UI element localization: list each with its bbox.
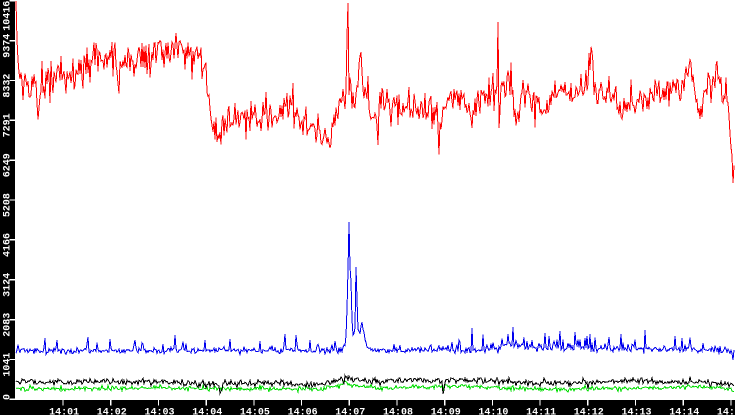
svg-text:14:06: 14:06: [288, 407, 318, 415]
svg-text:5208: 5208: [2, 193, 13, 217]
svg-text:14:01: 14:01: [49, 407, 79, 415]
svg-text:14:05: 14:05: [240, 407, 270, 415]
svg-text:14:14: 14:14: [669, 407, 699, 415]
svg-text:14:12: 14:12: [574, 407, 604, 415]
svg-text:14:07: 14:07: [335, 407, 365, 415]
svg-text:14:02: 14:02: [97, 407, 127, 415]
svg-text:14:04: 14:04: [192, 407, 222, 415]
svg-text:6249: 6249: [2, 153, 13, 177]
svg-text:14:11: 14:11: [526, 407, 556, 415]
svg-text:14:09: 14:09: [431, 407, 461, 415]
svg-text:10416: 10416: [2, 1, 13, 31]
svg-text:0: 0: [2, 394, 13, 400]
svg-text:8332: 8332: [2, 74, 13, 98]
svg-text:2083: 2083: [2, 313, 13, 337]
svg-text:1041: 1041: [2, 353, 13, 377]
svg-text:4166: 4166: [2, 233, 13, 257]
svg-text:14:15: 14:15: [717, 407, 735, 415]
svg-text:7291: 7291: [2, 113, 13, 137]
svg-text:3124: 3124: [2, 273, 13, 297]
svg-text:14:03: 14:03: [144, 407, 174, 415]
svg-text:14:10: 14:10: [478, 407, 508, 415]
svg-text:9374: 9374: [2, 34, 13, 58]
svg-text:14:08: 14:08: [383, 407, 413, 415]
svg-text:14:13: 14:13: [621, 407, 651, 415]
